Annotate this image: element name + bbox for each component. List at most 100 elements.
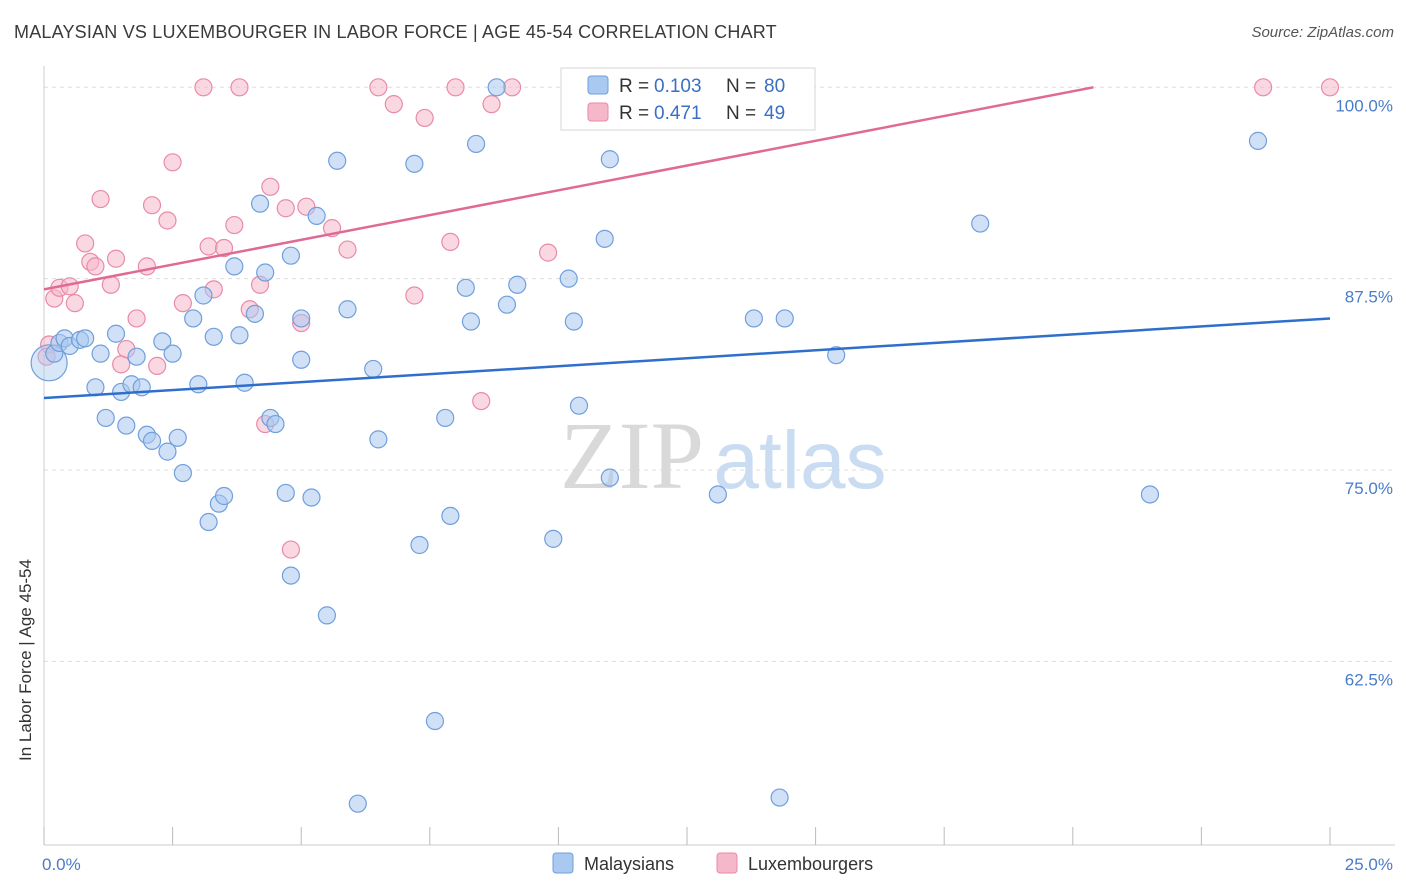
malaysian-point-18 [153,332,172,351]
source-label: Source: ZipAtlas.com [1251,24,1394,41]
luxembourger-point-37 [384,95,403,114]
malaysian-point-59 [487,78,506,97]
malaysian-point-20 [163,344,182,363]
luxembourger-point-43 [482,95,501,114]
malaysian-point-67 [600,468,619,487]
luxembourger-point-44 [503,78,522,97]
watermark-atlas: atlas [713,415,886,506]
luxembourger-point-18 [163,153,182,172]
trend-lines [43,86,1331,400]
malaysian-point-40 [281,246,301,265]
luxembourger-point-11 [112,355,131,374]
bottom-legend-luxembourgers: Luxembourgers [748,854,873,874]
y-tick-label-3: 62.5% [1345,670,1393,689]
malaysian-point-43 [302,488,321,507]
malaysians-trend-line [43,317,1331,400]
luxembourger-point-45 [539,243,558,262]
legend-r-label-2: R = [619,103,649,124]
malaysian-point-35 [256,263,275,282]
malaysian-point-10 [106,324,126,343]
luxembourger-point-47 [1320,78,1340,97]
y-tick-label-0: 100.0% [1335,96,1393,115]
luxembourger-point-13 [127,309,146,328]
luxembourger-point-23 [214,238,234,258]
malaysian-point-45 [317,606,337,625]
luxembourger-point-41 [446,78,465,97]
malaysian-point-22 [173,463,192,483]
luxembourger-point-19 [173,294,192,313]
malaysian-point-72 [770,788,789,807]
malaysian-point-42 [292,350,311,369]
luxembourger-point-24 [225,215,244,235]
malaysian-point-50 [369,430,388,449]
malaysian-point-34 [250,194,270,213]
malaysian-point-57 [461,312,481,331]
luxembourgers-trend-line [43,86,1094,291]
legend-swatch-pink [587,102,609,122]
legend-box: R = 0.103 N = 80 R = 0.471 N = 49 [560,67,816,131]
legend-n-label-1: N = [726,76,756,97]
tick-labels: 100.0% 87.5% 75.0% 62.5% 0.0% 25.0% [42,96,1393,874]
luxembourger-point-42 [472,391,491,411]
malaysian-point-56 [456,278,475,297]
luxembourger-point-17 [158,211,177,230]
malaysian-point-25 [194,286,213,305]
legend-n-value-2: 49 [764,103,785,124]
malaysian-point-54 [436,408,455,428]
malaysian-point-19 [158,442,177,461]
malaysian-point-26 [199,512,218,532]
malaysian-point-12 [117,416,136,435]
luxembourger-point-21 [199,237,218,256]
malaysian-point-37 [266,414,285,434]
luxembourger-point-30 [276,199,295,218]
watermark: ZIP atlas [560,402,887,509]
luxembourger-point-15 [142,196,162,215]
luxembourger-point-5 [76,234,95,253]
luxembourger-point-7 [86,257,105,276]
x-tick-label-1: 25.0% [1345,855,1393,874]
malaysian-point-8 [91,344,110,363]
axes [43,66,1395,846]
malaysian-point-9 [96,408,115,428]
luxembourger-point-16 [148,356,167,375]
malaysian-point-71 [744,309,763,328]
malaysian-point-41 [292,309,311,328]
x-tick-label-0: 0.0% [42,855,81,874]
malaysian-point-38 [276,483,295,503]
malaysian-point-68 [600,150,619,169]
malaysian-point-62 [544,529,563,548]
malaysian-point-77 [1248,131,1268,150]
luxembourger-point-10 [106,249,126,268]
luxembourger-point-38 [405,286,424,305]
luxembourger-point-4 [65,294,84,313]
malaysian-point-73 [775,309,794,328]
malaysian-point-46 [328,151,347,170]
legend-r-value-1: 0.103 [654,76,702,97]
legend-r-value-2: 0.471 [654,103,702,124]
malaysian-point-21 [168,428,187,447]
malaysian-point-32 [235,373,254,392]
luxembourger-point-31 [281,540,301,559]
malaysian-point-49 [364,359,383,379]
luxembourger-point-14 [137,257,156,276]
malaysian-point-60 [497,295,517,314]
malaysian-point-63 [559,269,578,288]
bottom-legend-malaysians: Malaysians [584,854,674,874]
malaysian-point-52 [410,535,429,555]
malaysian-point-51 [405,154,424,173]
malaysian-point-44 [307,206,326,225]
malaysian-point-30 [225,257,244,276]
malaysian-point-27 [204,327,223,346]
chart-title: MALAYSIAN VS LUXEMBOURGER IN LABOR FORCE… [14,22,777,42]
luxembourger-point-25 [230,78,249,97]
malaysian-point-65 [569,396,589,415]
malaysian-point-6 [76,329,95,348]
malaysian-point-70 [708,485,727,504]
malaysian-point-48 [348,794,367,813]
bottom-legend-swatch-luxembourgers [716,852,738,874]
malaysian-point-75 [971,214,990,233]
malaysians-points [30,78,1268,813]
legend-r-label-1: R = [619,76,649,97]
malaysian-point-33 [245,304,265,323]
